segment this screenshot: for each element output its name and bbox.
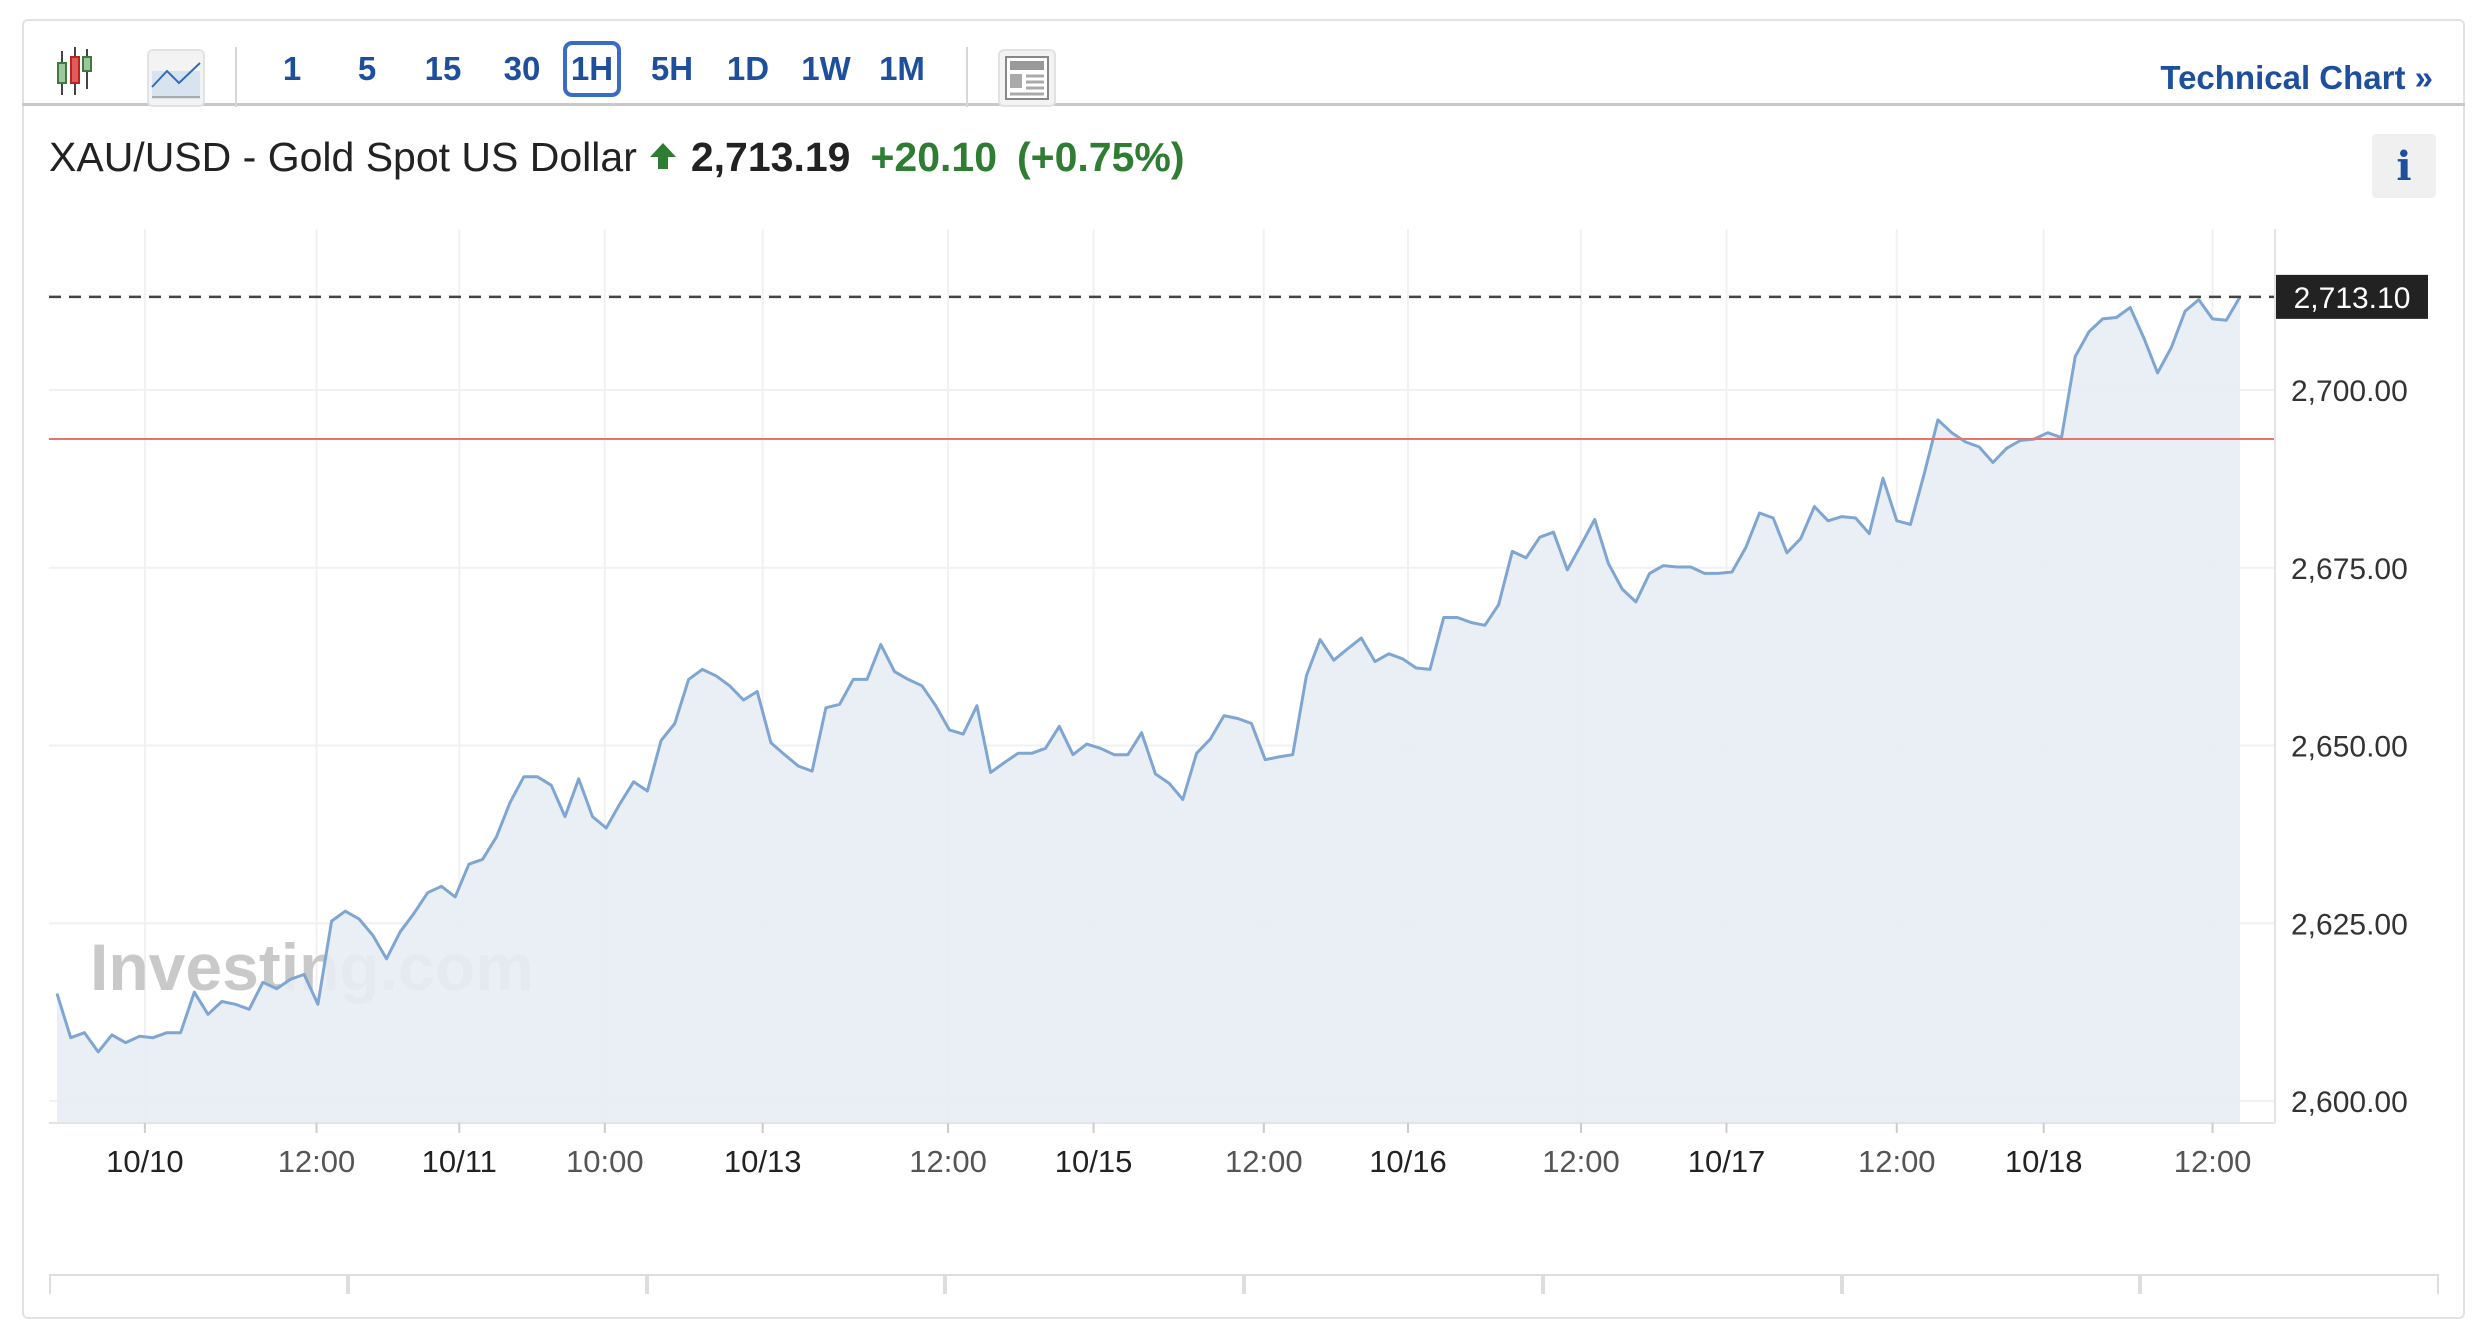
interval-1h[interactable]: 1H xyxy=(563,41,621,97)
last-price-badge xyxy=(2276,274,2428,319)
bottom-tabs xyxy=(49,1274,2439,1294)
interval-1d[interactable]: 1D xyxy=(726,50,770,87)
price-change-percent: (+0.75%) xyxy=(1017,134,1185,180)
x-tick-label: 12:00 xyxy=(278,1144,356,1179)
x-tick-label: 12:00 xyxy=(1542,1144,1620,1179)
x-tick-label: 10/17 xyxy=(1688,1144,1766,1179)
instrument-title: XAU/USD - Gold Spot US Dollar xyxy=(49,134,637,180)
x-tick-label: 10/11 xyxy=(422,1144,497,1179)
instrument-header: XAU/USD - Gold Spot US Dollar 2,713.19 +… xyxy=(49,134,1185,181)
y-tick-label: 2,675.00 xyxy=(2291,553,2408,586)
tab[interactable] xyxy=(1244,1274,1543,1294)
toolbar: 1 5 15 30 1H 5H 1D 1W 1M Technical Chart… xyxy=(22,19,2465,107)
interval-5h[interactable]: 5H xyxy=(650,50,694,87)
layout-icon[interactable] xyxy=(998,49,1056,107)
toolbar-divider xyxy=(235,47,237,107)
interval-1[interactable]: 1 xyxy=(282,50,302,87)
price-area xyxy=(57,296,2240,1123)
x-tick-label: 10/10 xyxy=(106,1144,184,1179)
last-price: 2,713.19 xyxy=(690,134,851,180)
x-tick-label: 12:00 xyxy=(909,1144,987,1179)
y-tick-label: 2,700.00 xyxy=(2291,375,2408,408)
x-tick-label: 10/15 xyxy=(1055,1144,1133,1179)
tab[interactable] xyxy=(1542,1274,1842,1294)
candlestick-icon[interactable] xyxy=(50,41,100,101)
y-tick-label: 2,600.00 xyxy=(2291,1086,2408,1119)
tab[interactable] xyxy=(49,1274,348,1294)
x-tick-label: 10:00 xyxy=(566,1144,644,1179)
x-tick-label: 10/16 xyxy=(1369,1144,1447,1179)
interval-1m[interactable]: 1M xyxy=(879,50,925,87)
technical-chart-link[interactable]: Technical Chart » xyxy=(2160,59,2433,96)
interval-5[interactable]: 5 xyxy=(357,50,377,87)
toolbar-divider xyxy=(966,47,968,107)
x-tick-label: 10/18 xyxy=(2005,1144,2083,1179)
price-chart[interactable]: Investing.com2,600.002,625.002,650.002,6… xyxy=(0,0,2477,1285)
tab[interactable] xyxy=(347,1274,647,1294)
x-tick-label: 12:00 xyxy=(1225,1144,1303,1179)
interval-1w[interactable]: 1W xyxy=(801,50,851,87)
price-change: +20.10 xyxy=(870,134,998,180)
tab[interactable] xyxy=(646,1274,946,1294)
interval-15[interactable]: 15 xyxy=(424,50,462,87)
interval-30[interactable]: 30 xyxy=(503,50,541,87)
line-chart-icon[interactable] xyxy=(147,49,205,107)
x-tick-label: 12:00 xyxy=(2174,1144,2252,1179)
x-tick-label: 10/13 xyxy=(724,1144,802,1179)
last-price-badge-label: 2,713.10 xyxy=(2294,282,2411,315)
x-tick-label: 12:00 xyxy=(1858,1144,1936,1179)
tab[interactable] xyxy=(1841,1274,2141,1294)
info-button[interactable]: i xyxy=(2372,134,2436,198)
tab[interactable] xyxy=(2140,1274,2439,1294)
y-tick-label: 2,650.00 xyxy=(2291,731,2408,764)
y-tick-label: 2,625.00 xyxy=(2291,908,2408,941)
price-line xyxy=(55,296,2242,1054)
tab[interactable] xyxy=(945,1274,1244,1294)
